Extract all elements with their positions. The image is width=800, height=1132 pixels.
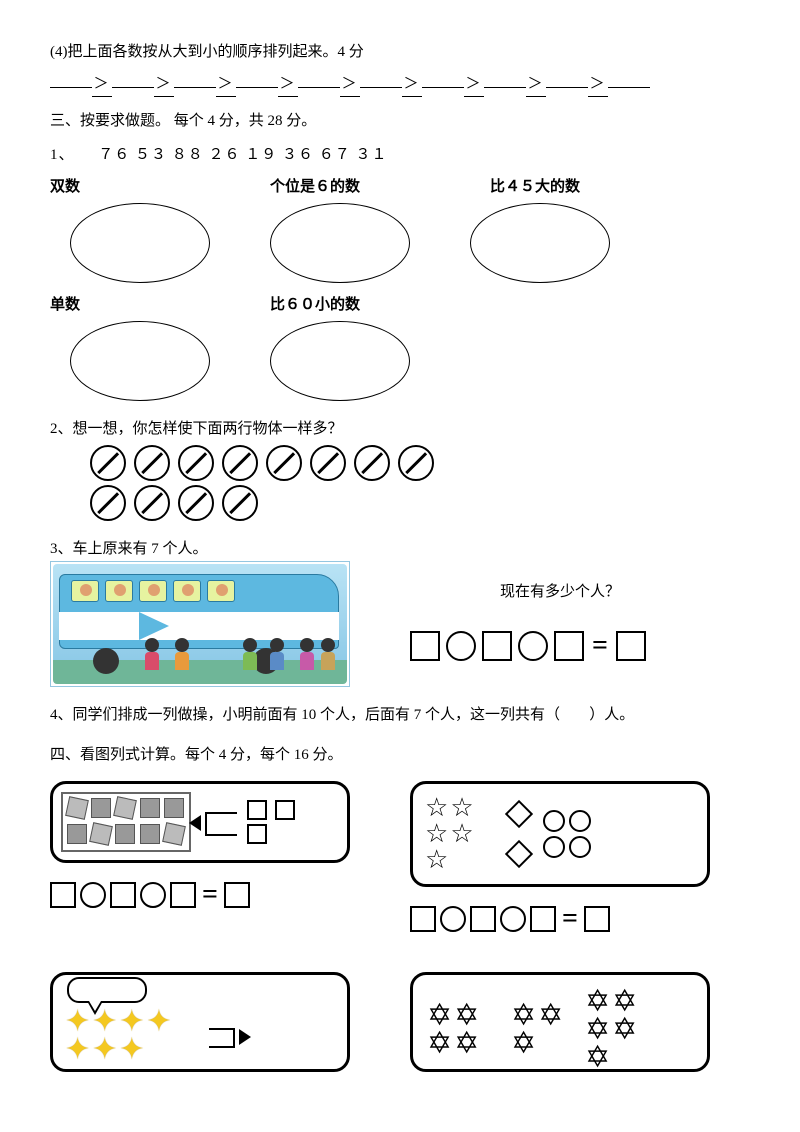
row2-labels: 单数 比６０小的数	[50, 293, 750, 317]
stars6-group3: ✡✡✡✡✡	[585, 989, 645, 1071]
q4-text-a: 4、同学们排成一列做操，小明前面有 10 个人，后面有 7 个人，这一列共有（	[50, 707, 560, 723]
forbid-icon	[310, 445, 346, 481]
q4-text-b: ）人。	[589, 707, 634, 723]
arrow-in-icon	[197, 807, 237, 837]
forbid-icon	[134, 485, 170, 521]
pic-problem-2: ☆☆☆☆☆ =	[410, 781, 710, 942]
forbid-icon	[90, 445, 126, 481]
forbid-icon	[178, 485, 214, 521]
row1-labels: 双数 个位是６的数 比４５大的数	[50, 175, 750, 199]
question-2: 2、想一想，你怎样使下面两行物体一样多？	[50, 417, 750, 521]
ellipse-even[interactable]	[70, 203, 210, 283]
ellipse-ones6[interactable]	[270, 203, 410, 283]
stars6-group2: ✡✡✡	[511, 1003, 571, 1057]
forbid-icon	[178, 445, 214, 481]
eq1[interactable]: =	[50, 873, 350, 918]
circle-group	[543, 810, 591, 858]
pic-problem-3: ✦✦✦✦ ✦✦✦	[50, 972, 350, 1072]
arrow-out-icon	[209, 1022, 245, 1050]
label-gt45: 比４５大的数	[490, 175, 650, 199]
q4-blank[interactable]	[560, 707, 589, 723]
section-3-title: 三、按要求做题。 每个 4 分，共 28 分。	[50, 109, 750, 133]
forbid-icon	[354, 445, 390, 481]
q1-label: 1、	[50, 147, 75, 163]
stars-group: ☆☆☆☆☆	[425, 796, 495, 872]
ellipse-odd[interactable]	[70, 321, 210, 401]
yellow-stars: ✦✦✦✦ ✦✦✦	[61, 1005, 201, 1067]
bus-illustration	[50, 561, 350, 687]
forbid-icon	[398, 445, 434, 481]
q3-text: 3、车上原来有 7 个人。	[50, 537, 750, 561]
forbid-icon	[134, 445, 170, 481]
q4-ordering: (4)把上面各数按从大到小的顺序排列起来。4 分	[50, 40, 750, 64]
q2-row1	[90, 445, 750, 481]
label-lt60: 比６０小的数	[270, 293, 430, 317]
stars6-group1: ✡✡✡✡	[427, 1003, 497, 1057]
section-4-title: 四、看图列式计算。每个 4 分，每个 16 分。	[50, 743, 750, 767]
forbid-icon	[90, 485, 126, 521]
diamond-group	[505, 798, 533, 870]
ellipse-gt45[interactable]	[470, 203, 610, 283]
q3-prompt: 现在有多少个人？	[370, 580, 750, 604]
picture-problems: = ☆☆☆☆☆ = ✦✦✦✦	[50, 781, 750, 1072]
question-4: 4、同学们排成一列做操，小明前面有 10 个人，后面有 7 个人，这一列共有（ …	[50, 703, 750, 727]
squares-coming	[243, 796, 303, 848]
forbid-icon	[222, 485, 258, 521]
q2-row2	[90, 485, 750, 521]
squares-inside	[61, 792, 191, 852]
speech-bubble	[67, 977, 147, 1003]
ellipse-row-1	[70, 203, 750, 283]
ellipse-lt60[interactable]	[270, 321, 410, 401]
eq2[interactable]: =	[410, 897, 710, 942]
label-ones6: 个位是６的数	[270, 175, 430, 199]
label-even: 双数	[50, 175, 210, 199]
pic-problem-4: ✡✡✡✡ ✡✡✡ ✡✡✡✡✡	[410, 972, 710, 1072]
ellipse-row-2	[70, 321, 750, 401]
forbid-icon	[266, 445, 302, 481]
q1-numbers: ７６ ５３ ８８ ２６ １９ ３６ ６７ ３１	[98, 147, 387, 163]
q3-equation[interactable]: =	[370, 624, 750, 669]
pic-problem-1: =	[50, 781, 350, 942]
question-3: 3、车上原来有 7 个人。 现在有多少个人？ =	[50, 537, 750, 687]
q2-text: 2、想一想，你怎样使下面两行物体一样多？	[50, 417, 750, 441]
label-odd: 单数	[50, 293, 210, 317]
q1-line: 1、 ７６ ５３ ８８ ２６ １９ ３６ ６７ ３１	[50, 143, 750, 167]
forbid-icon	[222, 445, 258, 481]
ordering-blanks[interactable]: ＞＞＞＞＞＞＞＞＞	[50, 72, 750, 97]
